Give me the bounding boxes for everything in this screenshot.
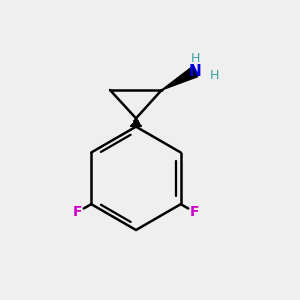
Polygon shape (162, 67, 198, 90)
Text: H: H (190, 52, 200, 65)
Text: F: F (190, 205, 200, 219)
Text: F: F (73, 205, 82, 219)
Text: N: N (189, 64, 201, 79)
Text: H: H (209, 70, 219, 83)
